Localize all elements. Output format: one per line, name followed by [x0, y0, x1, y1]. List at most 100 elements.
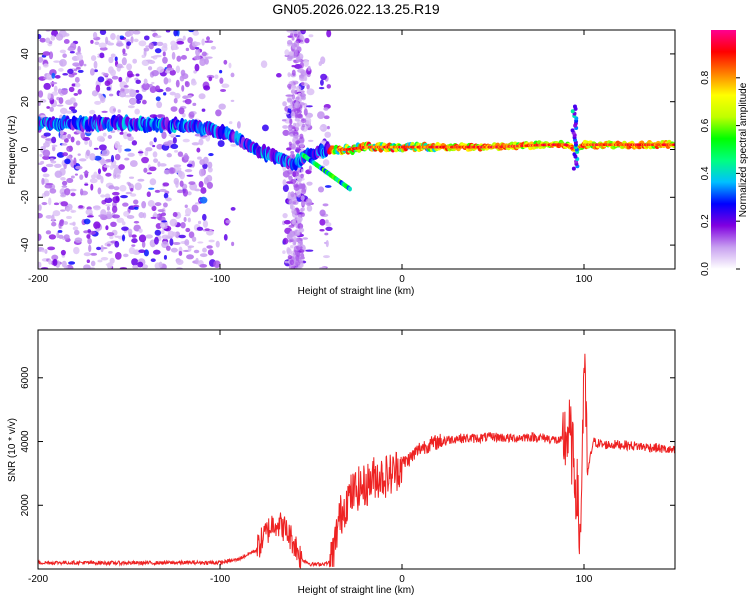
- noise-mark: [231, 241, 235, 247]
- noise-mark: [38, 76, 46, 81]
- noise-mark: [287, 254, 293, 260]
- noise-mark: [112, 196, 120, 204]
- spectrogram-x-ticks: -200 -100 0 100: [28, 30, 593, 285]
- noise-mark: [66, 177, 74, 184]
- noise-mark: [97, 168, 102, 175]
- noise-mark: [101, 110, 108, 113]
- noise-mark: [62, 73, 69, 76]
- noise-mark: [142, 99, 147, 105]
- noise-mark: [109, 235, 114, 240]
- noise-mark: [122, 48, 126, 55]
- noise-mark: [129, 89, 137, 98]
- noise-mark: [298, 227, 305, 233]
- noise-mark: [64, 33, 70, 37]
- noise-mark: [300, 169, 304, 173]
- noise-mark: [45, 138, 53, 141]
- noise-mark: [61, 185, 68, 188]
- y-tick-label: 20: [20, 96, 31, 108]
- noise-mark: [291, 93, 296, 100]
- noise-mark: [131, 244, 136, 247]
- noise-mark: [152, 151, 158, 158]
- noise-mark: [162, 56, 168, 64]
- noise-mark: [40, 114, 46, 118]
- noise-mark: [141, 241, 146, 248]
- noise-mark: [290, 111, 296, 118]
- noise-mark: [294, 118, 300, 122]
- noise-mark: [150, 216, 157, 219]
- colorbar-tick-label: 0.0: [700, 262, 711, 276]
- noise-mark: [154, 229, 162, 236]
- noise-mark: [179, 75, 185, 82]
- noise-mark: [124, 157, 130, 161]
- noise-mark: [187, 94, 193, 99]
- noise-mark: [293, 184, 300, 191]
- noise-mark: [153, 158, 159, 163]
- noise-mark: [127, 105, 135, 109]
- noise-mark: [100, 256, 109, 261]
- noise-mark: [301, 93, 306, 100]
- noise-mark: [152, 249, 161, 255]
- noise-mark: [105, 263, 114, 267]
- noise-mark: [121, 57, 127, 66]
- noise-mark: [186, 254, 194, 260]
- noise-mark: [116, 34, 121, 41]
- noise-mark: [294, 133, 298, 138]
- noise-mark: [295, 140, 301, 145]
- noise-mark: [324, 185, 332, 188]
- noise-mark: [192, 30, 200, 36]
- noise-mark: [104, 193, 111, 199]
- noise-mark: [106, 243, 111, 247]
- noise-mark: [299, 35, 305, 40]
- noise-mark: [110, 69, 116, 77]
- noise-mark: [295, 215, 299, 221]
- noise-mark: [156, 66, 165, 73]
- noise-mark: [90, 260, 96, 267]
- noise-mark: [166, 153, 172, 158]
- noise-mark: [163, 42, 168, 49]
- noise-mark: [157, 209, 165, 212]
- noise-mark: [191, 204, 199, 213]
- noise-mark: [176, 40, 185, 45]
- noise-mark: [88, 244, 92, 253]
- noise-mark: [96, 246, 102, 251]
- noise-mark: [47, 92, 51, 99]
- noise-mark: [55, 33, 64, 41]
- noise-mark: [185, 47, 190, 52]
- noise-mark: [203, 176, 209, 185]
- noise-mark: [295, 232, 301, 237]
- noise-mark: [282, 125, 289, 129]
- noise-mark: [126, 215, 135, 219]
- noise-mark: [117, 109, 121, 113]
- noise-mark: [109, 257, 115, 264]
- noise-mark: [108, 185, 115, 190]
- noise-mark: [167, 78, 172, 83]
- noise-mark: [154, 189, 161, 193]
- noise-mark: [176, 259, 184, 265]
- noise-mark: [70, 175, 75, 179]
- x-tick-label: -200: [28, 574, 48, 585]
- noise-mark: [106, 232, 115, 237]
- noise-mark: [69, 188, 77, 192]
- noise-mark: [286, 83, 292, 89]
- noise-mark: [207, 249, 214, 256]
- noise-mark: [203, 85, 211, 91]
- noise-mark: [197, 156, 202, 160]
- noise-mark: [156, 101, 163, 109]
- noise-mark: [110, 221, 117, 227]
- noise-mark: [182, 112, 186, 118]
- noise-mark: [77, 45, 81, 54]
- noise-mark: [74, 82, 81, 88]
- noise-mark: [145, 45, 150, 48]
- noise-mark: [156, 114, 163, 118]
- noise-mark: [195, 188, 200, 191]
- noise-mark: [199, 253, 208, 258]
- noise-mark: [206, 229, 214, 236]
- noise-mark: [156, 143, 164, 150]
- noise-mark: [59, 49, 67, 54]
- noise-mark: [74, 76, 80, 83]
- noise-mark: [230, 72, 235, 78]
- noise-mark: [187, 217, 191, 223]
- noise-mark: [118, 76, 123, 83]
- noise-mark: [206, 36, 210, 41]
